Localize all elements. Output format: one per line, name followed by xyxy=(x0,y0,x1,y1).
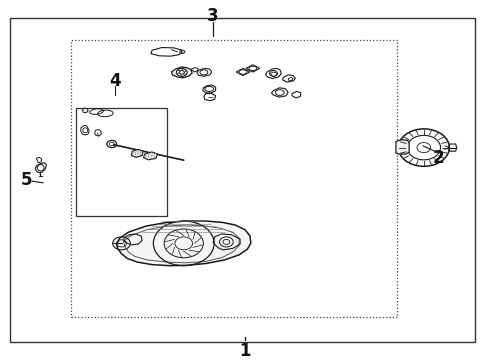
Polygon shape xyxy=(172,67,192,78)
Text: 2: 2 xyxy=(433,149,444,167)
Polygon shape xyxy=(82,108,88,113)
Polygon shape xyxy=(144,152,158,160)
Polygon shape xyxy=(396,140,409,154)
Polygon shape xyxy=(131,149,143,157)
Text: 1: 1 xyxy=(239,342,251,360)
Text: 4: 4 xyxy=(109,72,121,90)
Polygon shape xyxy=(117,221,251,266)
Bar xyxy=(71,40,397,317)
Bar xyxy=(76,108,167,216)
Text: 5: 5 xyxy=(21,171,33,189)
Text: 3: 3 xyxy=(207,7,219,25)
